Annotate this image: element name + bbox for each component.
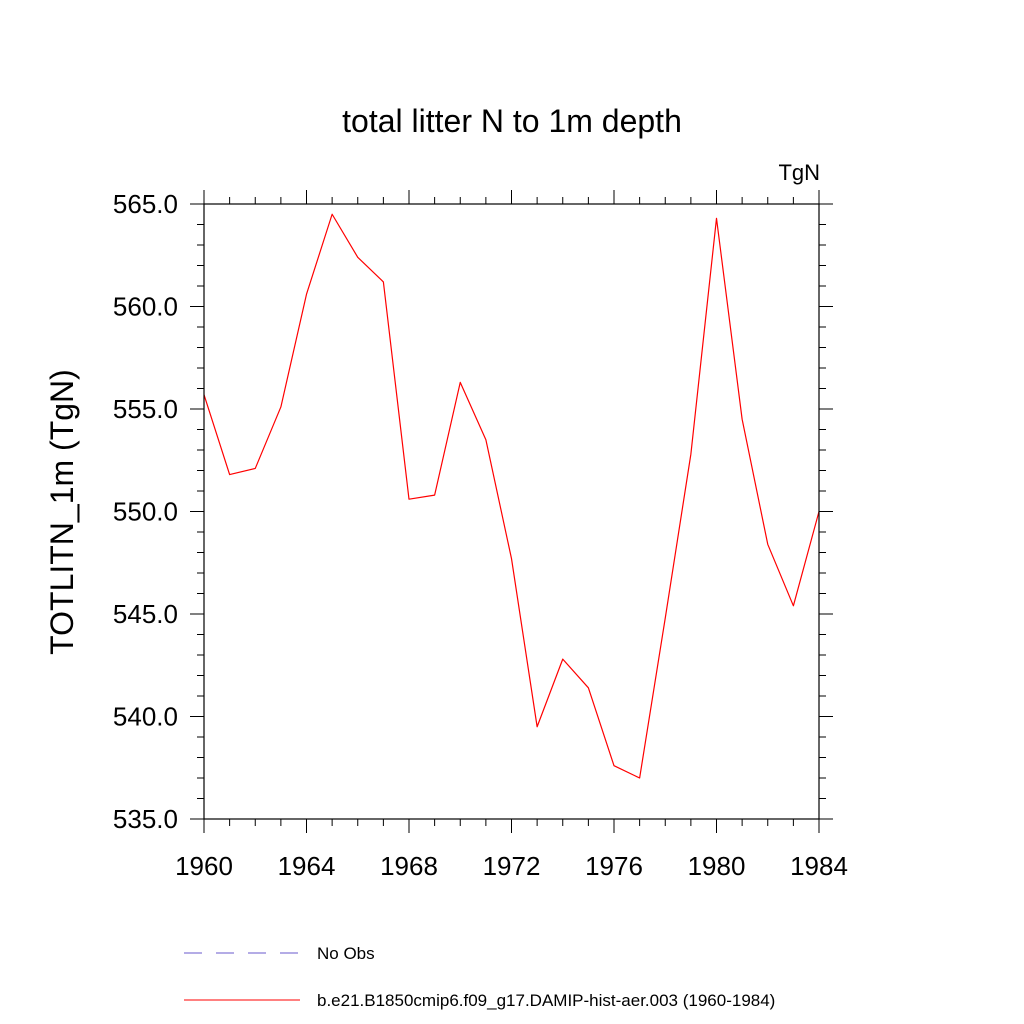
legend-label: No Obs (317, 944, 375, 963)
x-tick-label: 1964 (278, 851, 336, 881)
chart-title: total litter N to 1m depth (342, 103, 682, 139)
x-tick-label: 1960 (175, 851, 233, 881)
y-tick-label: 565.0 (113, 189, 178, 219)
x-tick-label: 1972 (483, 851, 541, 881)
y-tick-label: 535.0 (113, 804, 178, 834)
y-tick-label: 540.0 (113, 702, 178, 732)
y-axis-label: TOTLITN_1m (TgN) (44, 369, 80, 655)
y-tick-label: 550.0 (113, 497, 178, 527)
x-tick-label: 1984 (790, 851, 848, 881)
tick-labels: 1960 1964 1968 1972 1976 1980 1984 535.0 540.0 54… (113, 189, 848, 881)
units-label: TgN (778, 160, 820, 185)
plot-frame (203, 203, 820, 820)
legend-label: b.e21.B1850cmip6.f09_g17.DAMIP-hist-aer.… (317, 991, 775, 1010)
tick-marks (190, 190, 833, 833)
y-tick-label: 555.0 (113, 394, 178, 424)
legend: No Obs b.e21.B1850cmip6.f09_g17.DAMIP-his… (184, 944, 775, 1010)
x-tick-label: 1976 (585, 851, 643, 881)
series-layer (203, 213, 820, 779)
y-tick-label: 560.0 (113, 292, 178, 322)
y-tick-label: 545.0 (113, 599, 178, 629)
x-tick-label: 1968 (380, 851, 438, 881)
series-line (203, 213, 820, 779)
x-tick-label: 1980 (688, 851, 746, 881)
